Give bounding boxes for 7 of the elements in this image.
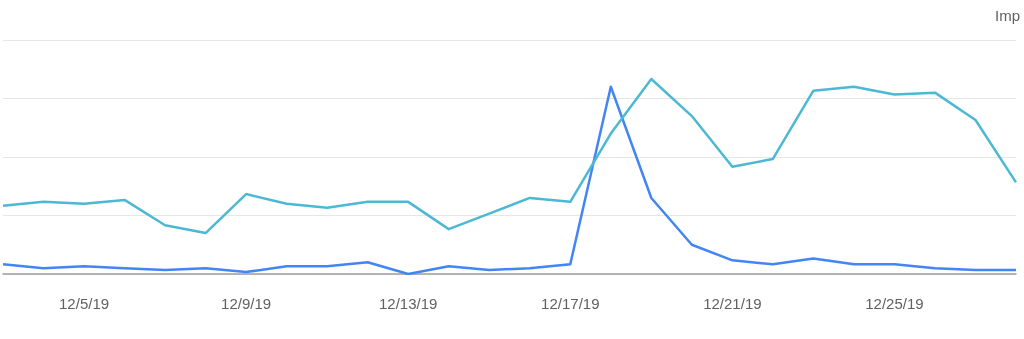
x-tick-label: 12/13/19 (379, 295, 438, 312)
x-tick-label: 12/21/19 (703, 295, 762, 312)
x-tick-label: 12/9/19 (221, 295, 272, 312)
x-tick-label: 12/5/19 (59, 295, 110, 312)
x-tick-label: 12/17/19 (541, 295, 600, 312)
x-tick-label: 12/25/19 (865, 295, 924, 312)
text: Imp (995, 7, 1021, 24)
